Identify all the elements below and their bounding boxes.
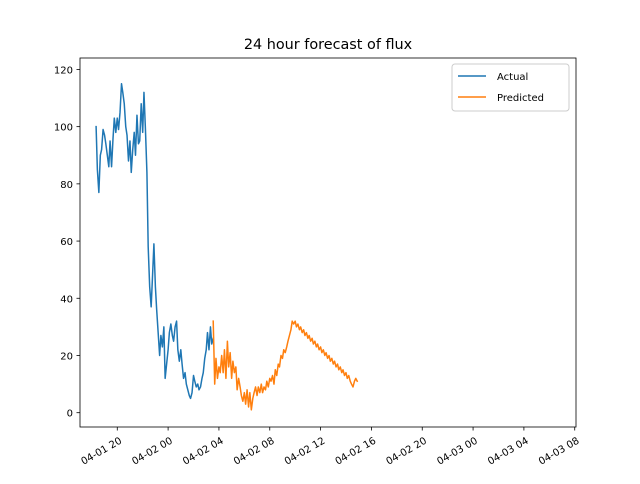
y-tick-label: 0 [67,409,73,420]
legend-label-actual: Actual [497,72,528,83]
legend: Actual Predicted [451,63,570,112]
y-tick-label: 120 [54,65,73,76]
y-tick-label: 40 [60,294,73,305]
y-tick-label: 60 [60,237,73,248]
axes-frame [79,57,577,428]
chart-title: 24 hour forecast of flux [244,37,413,53]
series-line-actual [95,82,215,400]
legend-label-predicted: Predicted [497,93,544,104]
y-tick-label: 80 [60,180,73,191]
series-line-predicted [212,320,359,411]
y-tick-label: 20 [60,351,73,362]
plot-area [95,82,359,411]
y-tick-label: 100 [54,123,73,134]
